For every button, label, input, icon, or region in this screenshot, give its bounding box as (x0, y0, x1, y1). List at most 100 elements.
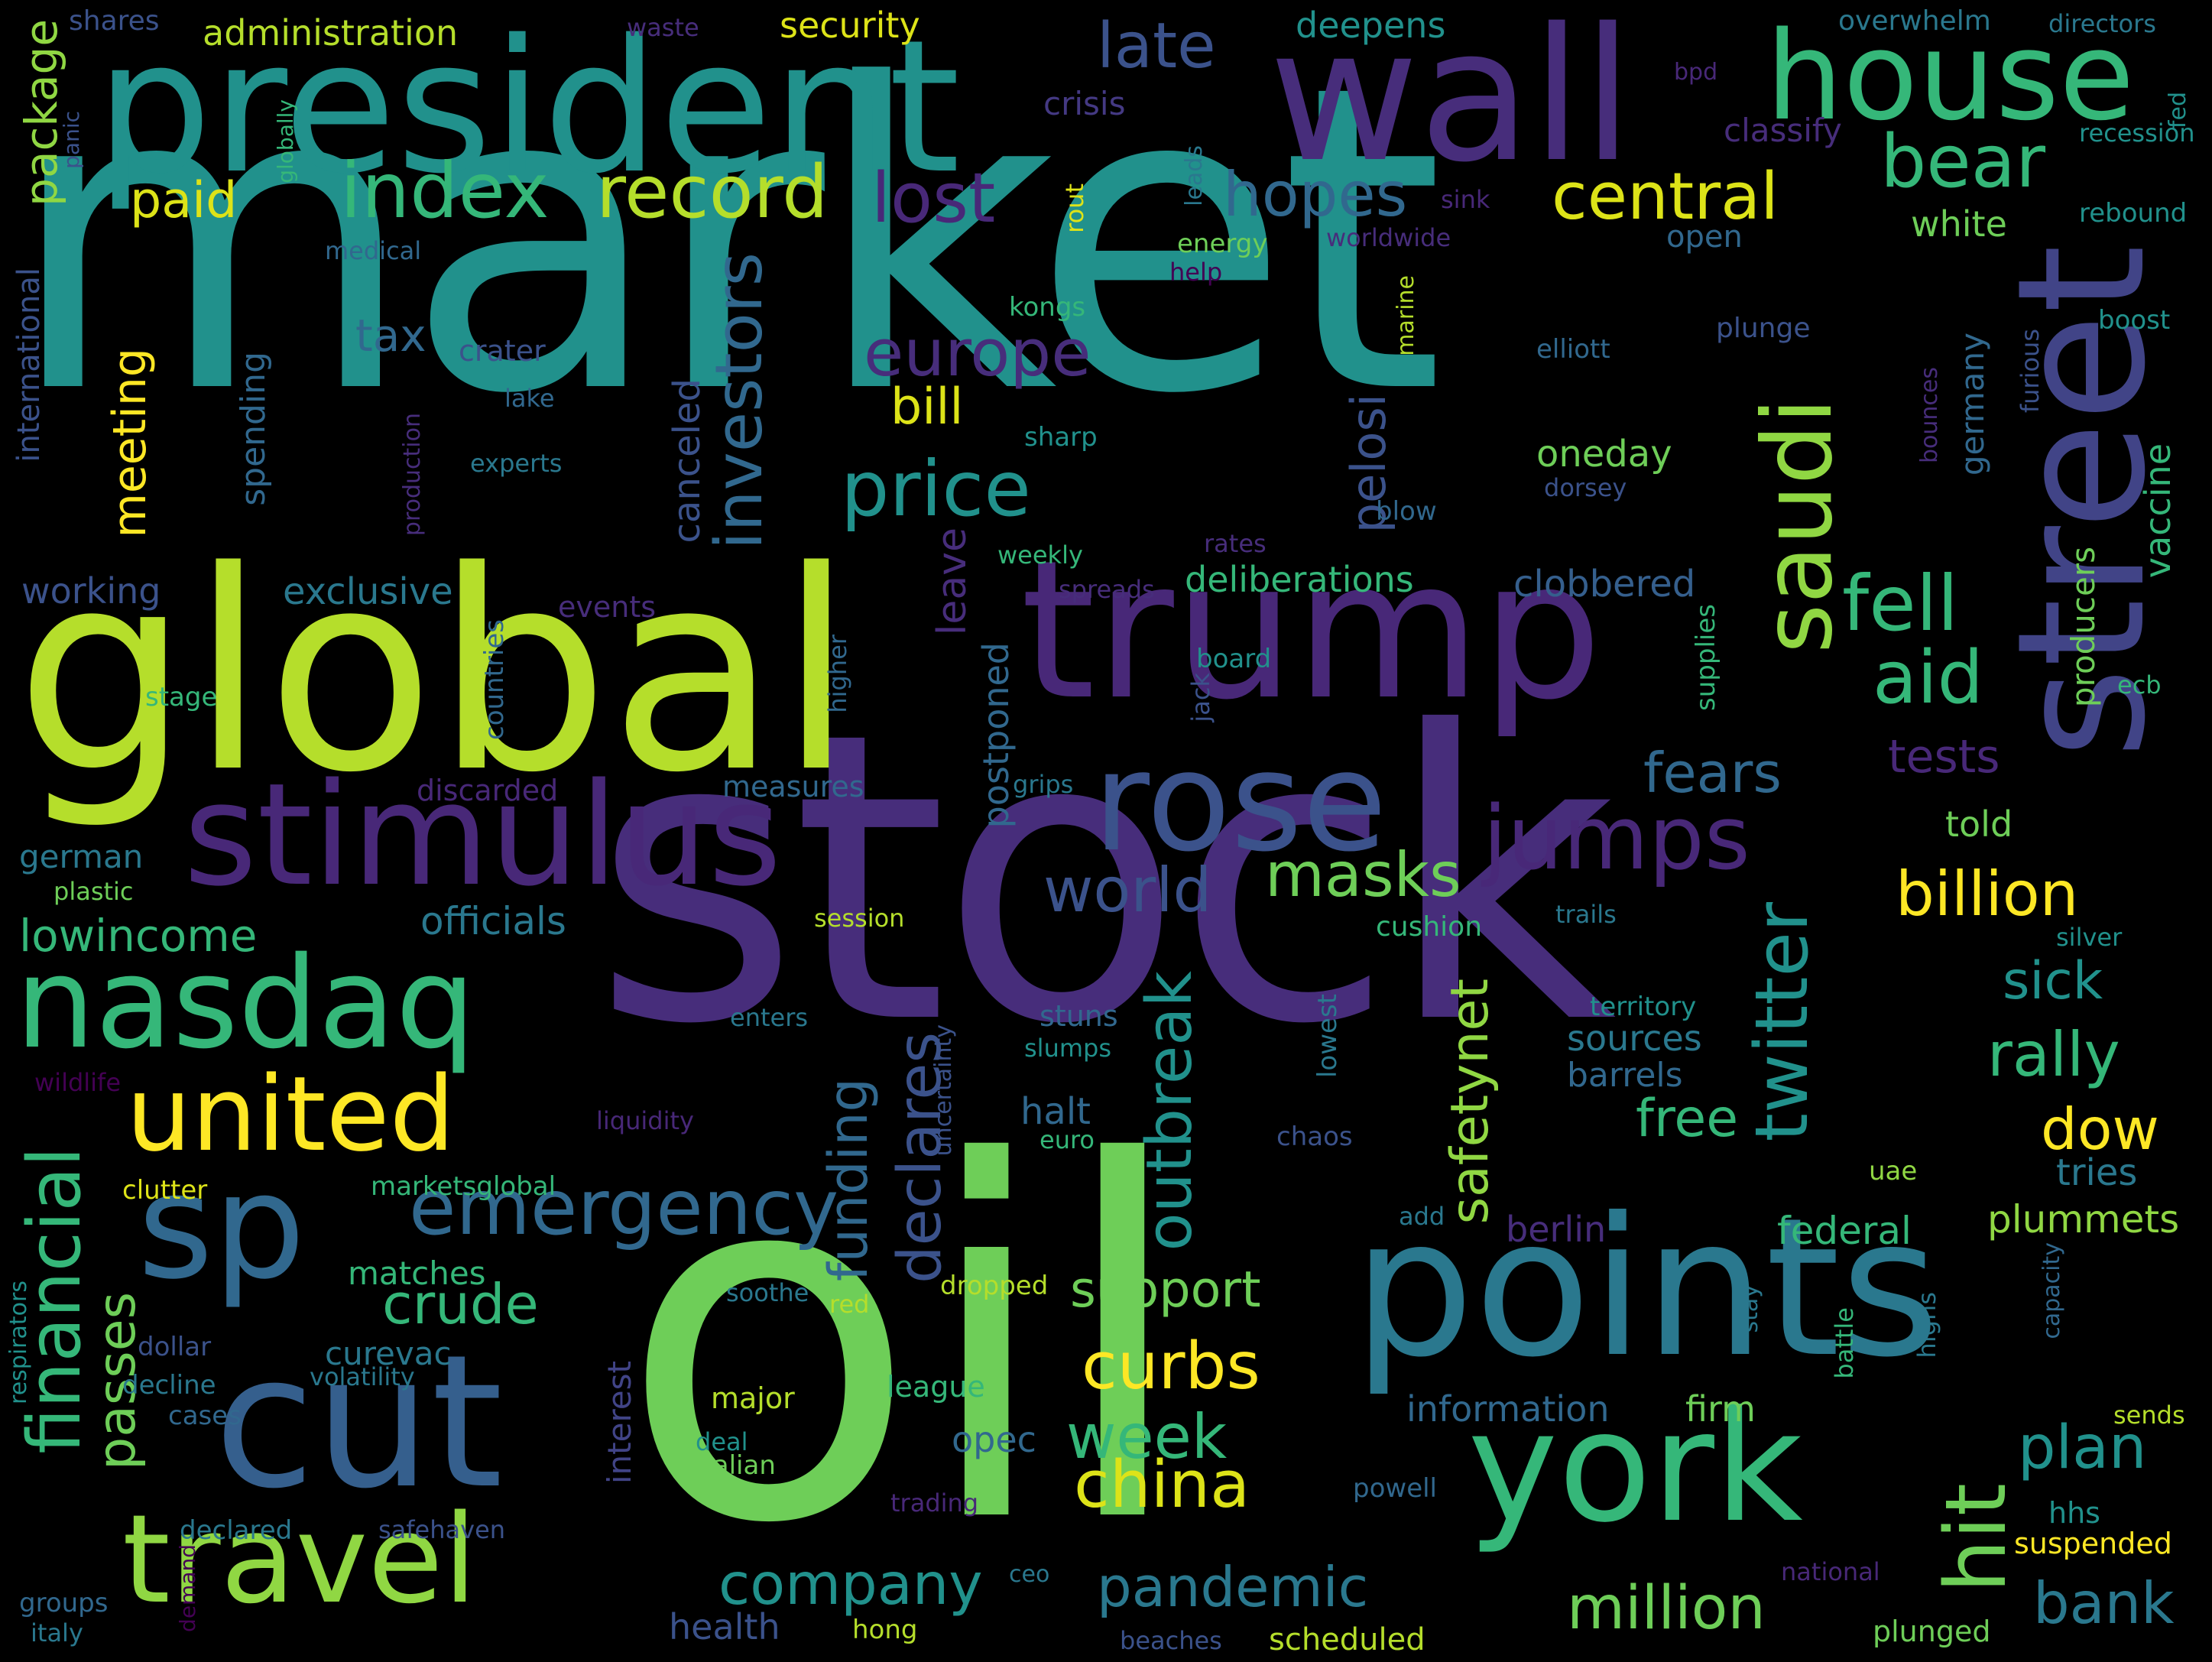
word-furious: furious (2016, 329, 2045, 414)
word-travel: travel (122, 1488, 478, 1631)
word-health: health (669, 1606, 780, 1647)
word-worldwide: worldwide (1326, 223, 1451, 252)
word-spending: spending (234, 352, 273, 506)
word-vaccine: vaccine (2137, 443, 2178, 579)
word-federal: federal (1777, 1209, 1912, 1253)
word-sp: sp (138, 1142, 306, 1311)
word-information: information (1406, 1388, 1610, 1430)
word-dropped: dropped (940, 1271, 1049, 1301)
word-lowest: lowest (1312, 994, 1343, 1079)
word-exclusive: exclusive (283, 570, 453, 613)
word-plunged: plunged (1873, 1615, 1991, 1648)
word-open: open (1666, 219, 1743, 255)
word-interest: interest (601, 1361, 638, 1485)
word-officials: officials (420, 899, 566, 943)
word-weekly: weekly (997, 540, 1083, 570)
word-capacity: capacity (2038, 1242, 2065, 1339)
word-market: market (6, 0, 1445, 485)
word-battle: battle (1830, 1307, 1859, 1379)
word-bpd: bpd (1674, 59, 1718, 86)
word-ecb: ecb (2117, 670, 2162, 700)
word-rout: rout (1060, 183, 1089, 233)
word-deal: deal (696, 1427, 748, 1456)
word-help: help (1169, 258, 1223, 287)
word-recession: recession (2079, 118, 2195, 148)
word-dollar: dollar (138, 1332, 212, 1362)
word-supplies: supplies (1691, 604, 1721, 711)
word-events: events (558, 590, 657, 624)
word-add: add (1399, 1202, 1445, 1231)
word-trails: trails (1555, 900, 1617, 929)
word-groups: groups (19, 1588, 109, 1618)
word-league: league (887, 1370, 985, 1404)
word-blow: blow (1376, 496, 1437, 527)
word-liquidity: liquidity (596, 1106, 694, 1135)
word-stay: stay (1737, 1284, 1763, 1333)
word-deepens: deepens (1296, 5, 1446, 46)
word-powell: powell (1353, 1473, 1438, 1504)
word-red: red (829, 1290, 870, 1319)
word-hhs: hhs (2048, 1496, 2100, 1530)
word-major: major (711, 1381, 795, 1415)
word-declared: declared (180, 1515, 293, 1546)
word-hopes: hopes (1223, 159, 1408, 230)
word-classify: classify (1724, 112, 1842, 149)
word-germany: germany (1954, 333, 1991, 476)
word-leave: leave (929, 527, 975, 636)
word-waste: waste (627, 13, 699, 42)
word-energy: energy (1177, 229, 1268, 259)
word-italian: italian (696, 1450, 776, 1481)
word-hong: hong (852, 1615, 918, 1645)
word-united: united (126, 1054, 456, 1174)
word-oneday: oneday (1536, 433, 1672, 476)
word-firm: firm (1685, 1388, 1756, 1430)
word-postponed: postponed (975, 642, 1017, 829)
word-crisis: crisis (1043, 85, 1126, 122)
word-euro: euro (1040, 1125, 1095, 1154)
word-wall: wall (1269, 0, 1633, 203)
word-trading: trading (890, 1488, 979, 1518)
word-outbreak: outbreak (1134, 971, 1206, 1251)
word-stage: stage (145, 682, 218, 713)
word-safetynet: safetynet (1440, 979, 1500, 1225)
word-plunge: plunge (1716, 313, 1811, 344)
word-points: points (1353, 1177, 1940, 1399)
word-producers: producers (2064, 547, 2102, 708)
word-canceled: canceled (666, 378, 709, 544)
word-italy: italy (31, 1618, 83, 1647)
word-nasdaq: nasdaq (15, 930, 476, 1076)
word-soothe: soothe (726, 1278, 809, 1307)
word-globally: globally (273, 99, 298, 183)
word-house: house (1766, 5, 2135, 148)
word-record: record (596, 151, 829, 235)
word-sink: sink (1441, 185, 1490, 214)
word-experts: experts (470, 449, 563, 478)
word-grips: grips (1013, 770, 1074, 799)
word-halt: halt (1020, 1090, 1091, 1133)
word-fears: fears (1643, 741, 1782, 805)
word-jack: jack (1186, 673, 1215, 722)
word-higher: higher (823, 635, 852, 713)
word-sources: sources (1567, 1018, 1702, 1059)
word-sick: sick (2003, 951, 2103, 1011)
word-board: board (1196, 644, 1272, 674)
word-scheduled: scheduled (1269, 1622, 1425, 1657)
word-curbs: curbs (1082, 1329, 1260, 1404)
word-support: support (1070, 1261, 1261, 1319)
word-trump: trump (1020, 519, 1603, 742)
word-elliott: elliott (1536, 334, 1610, 365)
word-marketsglobal: marketsglobal (371, 1171, 556, 1202)
word-territory: territory (1590, 992, 1697, 1022)
word-bill: bill (890, 378, 964, 436)
word-german: german (19, 838, 144, 875)
word-plummets: plummets (1987, 1197, 2180, 1242)
word-countries: countries (479, 619, 510, 740)
word-boost: boost (2098, 305, 2171, 336)
word-marine: marine (1393, 275, 1419, 356)
word-company: company (718, 1550, 983, 1618)
word-chaos: chaos (1276, 1122, 1353, 1152)
word-highs: highs (1912, 1292, 1941, 1358)
word-rates: rates (1204, 529, 1267, 558)
word-rebound: rebound (2079, 198, 2188, 229)
word-bear: bear (1880, 120, 2046, 204)
